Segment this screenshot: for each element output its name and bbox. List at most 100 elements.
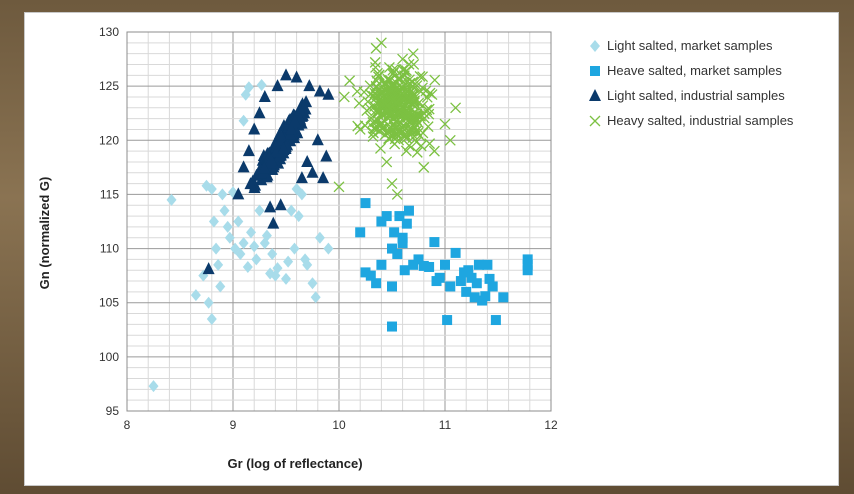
data-point bbox=[411, 108, 423, 120]
x-axis-title: Gr (log of reflectance) bbox=[227, 456, 362, 471]
data-point bbox=[439, 118, 451, 130]
data-point bbox=[203, 296, 214, 309]
data-point bbox=[206, 312, 217, 325]
x-tick-label: 10 bbox=[332, 418, 346, 432]
data-point bbox=[322, 87, 335, 100]
axes bbox=[126, 31, 552, 412]
data-point bbox=[271, 79, 284, 92]
series-1 bbox=[148, 79, 334, 393]
data-point bbox=[280, 68, 292, 81]
data-point bbox=[215, 280, 226, 293]
data-point bbox=[394, 211, 405, 222]
data-point bbox=[401, 85, 413, 97]
data-point bbox=[383, 62, 395, 73]
data-point bbox=[412, 110, 424, 122]
data-point bbox=[238, 237, 249, 250]
data-point bbox=[429, 74, 441, 86]
data-point bbox=[482, 259, 493, 270]
data-point bbox=[237, 160, 250, 173]
data-point bbox=[370, 61, 382, 73]
data-point bbox=[403, 205, 414, 216]
y-tick-label: 95 bbox=[106, 404, 120, 418]
data-point bbox=[295, 171, 308, 184]
y-tick-label: 125 bbox=[99, 79, 119, 93]
data-point bbox=[277, 141, 290, 154]
data-point bbox=[303, 79, 316, 92]
y-tick-label: 110 bbox=[100, 242, 119, 256]
data-point bbox=[403, 140, 415, 152]
legend: Light salted, market samples Heave salted… bbox=[589, 38, 794, 128]
data-point bbox=[286, 204, 297, 217]
data-point bbox=[418, 112, 430, 124]
data-point bbox=[370, 105, 382, 117]
data-point bbox=[364, 102, 376, 114]
data-point bbox=[238, 114, 249, 127]
data-point bbox=[233, 215, 244, 228]
data-point bbox=[408, 259, 419, 270]
data-point bbox=[253, 106, 266, 119]
data-point bbox=[254, 204, 265, 217]
data-point bbox=[281, 272, 291, 285]
y-tick-label: 115 bbox=[100, 187, 119, 201]
data-point bbox=[406, 128, 418, 140]
data-point bbox=[283, 255, 294, 268]
data-point bbox=[393, 134, 405, 146]
data-point bbox=[394, 95, 406, 107]
data-point bbox=[444, 134, 456, 146]
data-point bbox=[368, 123, 380, 134]
data-point bbox=[450, 102, 462, 114]
data-point bbox=[420, 85, 432, 97]
data-point bbox=[274, 198, 287, 211]
data-point bbox=[294, 103, 307, 116]
data-point bbox=[417, 127, 429, 139]
data-point bbox=[224, 231, 235, 244]
data-point bbox=[463, 265, 474, 276]
legend-item: Heave salted, market samples bbox=[590, 63, 782, 78]
data-point bbox=[413, 254, 424, 265]
legend-label: Light salted, industrial samples bbox=[607, 88, 785, 103]
data-point bbox=[301, 154, 314, 167]
data-point bbox=[407, 99, 419, 111]
data-point bbox=[333, 181, 345, 193]
data-point bbox=[365, 270, 376, 281]
grid bbox=[126, 31, 552, 412]
data-point bbox=[302, 258, 313, 271]
data-point bbox=[264, 200, 277, 213]
y-tick-label: 105 bbox=[99, 296, 119, 310]
data-point bbox=[166, 193, 177, 206]
x-tick-label: 12 bbox=[544, 418, 558, 432]
data-point bbox=[311, 133, 324, 146]
data-point bbox=[360, 267, 371, 278]
data-point bbox=[258, 161, 271, 174]
data-point bbox=[399, 265, 410, 276]
data-point bbox=[407, 125, 419, 137]
data-point bbox=[307, 277, 318, 290]
x-tick-label: 11 bbox=[439, 418, 452, 432]
plot-area-border bbox=[126, 31, 552, 412]
data-point bbox=[243, 81, 254, 94]
data-point bbox=[498, 292, 509, 303]
data-point bbox=[344, 75, 356, 87]
data-point bbox=[310, 291, 321, 304]
data-point bbox=[261, 229, 272, 242]
data-point bbox=[387, 243, 397, 254]
data-point bbox=[397, 232, 408, 243]
data-point bbox=[293, 210, 304, 223]
data-point bbox=[355, 227, 366, 238]
data-point bbox=[428, 145, 440, 157]
data-point bbox=[381, 211, 392, 222]
data-point bbox=[392, 248, 403, 259]
data-point bbox=[208, 215, 219, 228]
data-point bbox=[461, 286, 472, 297]
data-point bbox=[402, 110, 414, 122]
data-points bbox=[148, 37, 533, 393]
data-point bbox=[418, 260, 429, 271]
data-point bbox=[317, 171, 330, 184]
data-point bbox=[377, 107, 389, 119]
data-point bbox=[217, 188, 228, 201]
x-tick-label: 8 bbox=[124, 418, 131, 432]
legend-marker bbox=[589, 115, 601, 127]
data-point bbox=[338, 91, 350, 103]
data-point bbox=[455, 276, 466, 287]
data-point bbox=[249, 240, 260, 253]
